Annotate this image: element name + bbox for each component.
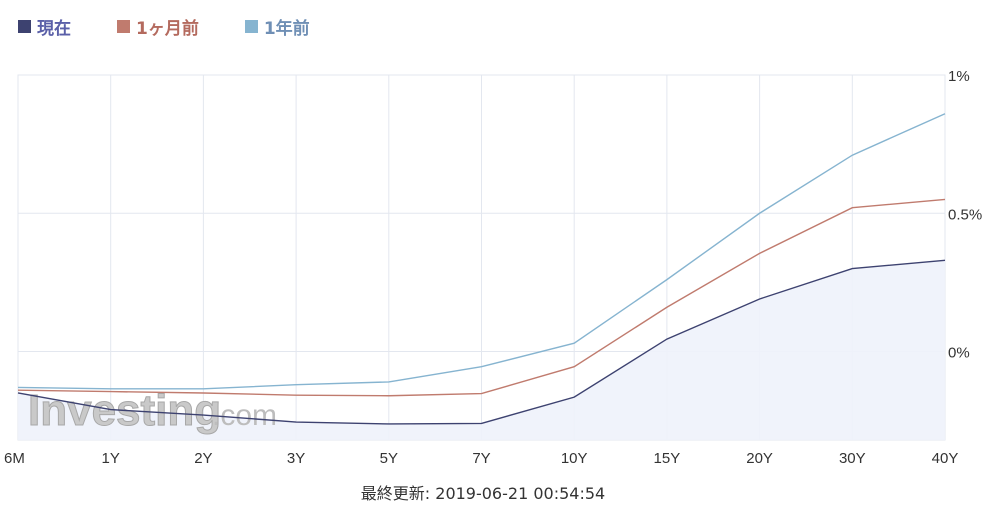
current-series-area [18, 260, 945, 440]
legend-item-1-month-ago[interactable]: 1ヶ月前 [117, 14, 199, 39]
y-axis-ticks: 1% 0.5% 0% [948, 68, 982, 362]
legend-label-1-year-ago: 1年前 [263, 19, 310, 39]
x-axis-ticks: 6M 1Y 2Y 3Y 5Y 7Y 10Y 15Y 20Y 30Y 40Y [4, 450, 958, 467]
series-line-1年前 [17, 113, 946, 390]
x-tick-label: 1Y [102, 450, 120, 467]
x-tick-label: 10Y [561, 450, 588, 467]
legend-swatch-current [18, 20, 31, 33]
x-tick-label: 3Y [287, 450, 305, 467]
legend-label-current: 現在 [37, 19, 71, 39]
x-tick-label: 40Y [932, 450, 959, 467]
investing-watermark: Investing .com [28, 386, 278, 436]
yield-curve-chart: Investing .com 6M 1Y 2Y 3Y 5Y 7Y 10Y 15Y 20Y 30Y 4… [4, 68, 982, 467]
series-lines [17, 113, 946, 425]
x-tick-label: 20Y [746, 450, 773, 467]
chart-legend: 現在 1ヶ月前 1年前 [18, 14, 310, 39]
x-tick-label: 6M [4, 450, 25, 467]
legend-swatch-1-month-ago [117, 20, 130, 33]
series-line-現在 [17, 259, 946, 425]
y-tick-label: 1% [948, 68, 970, 85]
legend-item-current[interactable]: 現在 [18, 14, 71, 39]
x-tick-label: 30Y [839, 450, 866, 467]
watermark-brand: Investing [28, 386, 221, 435]
y-tick-label: 0.5% [948, 206, 982, 223]
legend-swatch-1-year-ago [244, 20, 258, 33]
watermark-suffix: .com [212, 399, 277, 432]
x-tick-label: 7Y [472, 450, 490, 467]
legend-item-1-year-ago[interactable]: 1年前 [244, 14, 310, 39]
series-line-1ヶ月前 [17, 198, 946, 397]
current-area [18, 260, 945, 440]
legend-label-1-month-ago: 1ヶ月前 [136, 19, 199, 39]
x-tick-label: 5Y [380, 450, 398, 467]
y-tick-label: 0% [948, 345, 970, 362]
x-tick-label: 15Y [654, 450, 681, 467]
last-updated: 最終更新: 2019-06-21 00:54:54 [360, 484, 606, 503]
x-tick-label: 2Y [194, 450, 212, 467]
